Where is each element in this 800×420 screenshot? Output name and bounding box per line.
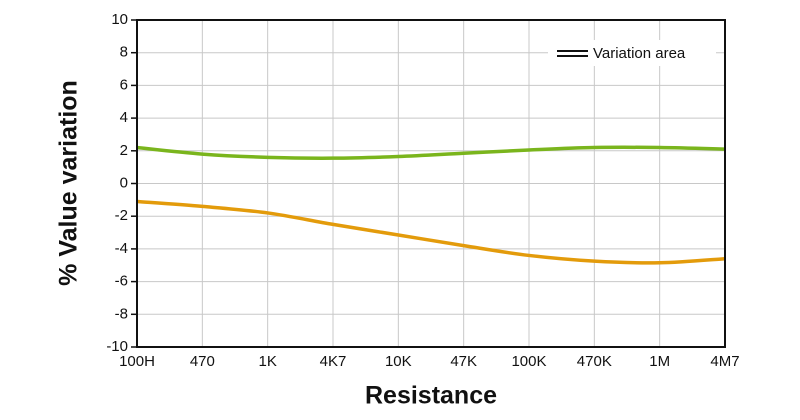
legend-box — [548, 40, 716, 66]
y-tick-label: -10 — [106, 338, 128, 355]
y-tick-label: 6 — [120, 76, 128, 93]
lines — [136, 145, 726, 265]
y-tick-label: -8 — [115, 305, 128, 322]
y-tick-label: 10 — [111, 11, 128, 28]
x-tick-label: 100K — [511, 353, 546, 370]
x-tick-label: 470 — [190, 353, 215, 370]
y-tick-label: -2 — [115, 207, 128, 224]
y-tick-label: -4 — [115, 240, 128, 257]
x-tick-label: 100H — [119, 353, 155, 370]
x-tick-label: 10K — [385, 353, 412, 370]
legend: Variation area — [548, 40, 716, 66]
x-tick-label: 1K — [258, 353, 276, 370]
legend-label: Variation area — [593, 45, 686, 62]
x-tick-label: 4M7 — [710, 353, 739, 370]
x-tick-label: 1M — [649, 353, 670, 370]
y-axis-label: % Value variation — [55, 80, 83, 286]
y-tick-label: 8 — [120, 44, 128, 61]
series-line — [136, 199, 726, 265]
y-tick-label: -6 — [115, 273, 128, 290]
plot-frame — [136, 19, 726, 348]
x-tick-label: 47K — [450, 353, 477, 370]
y-tick-label: 0 — [120, 174, 128, 191]
y-tick-label: 2 — [120, 142, 128, 159]
x-axis-label: Resistance — [365, 382, 497, 410]
x-tick-label: 470K — [577, 353, 612, 370]
y-tick-label: 4 — [120, 109, 128, 126]
x-tick-label: 4K7 — [320, 353, 347, 370]
series-line — [136, 145, 726, 160]
